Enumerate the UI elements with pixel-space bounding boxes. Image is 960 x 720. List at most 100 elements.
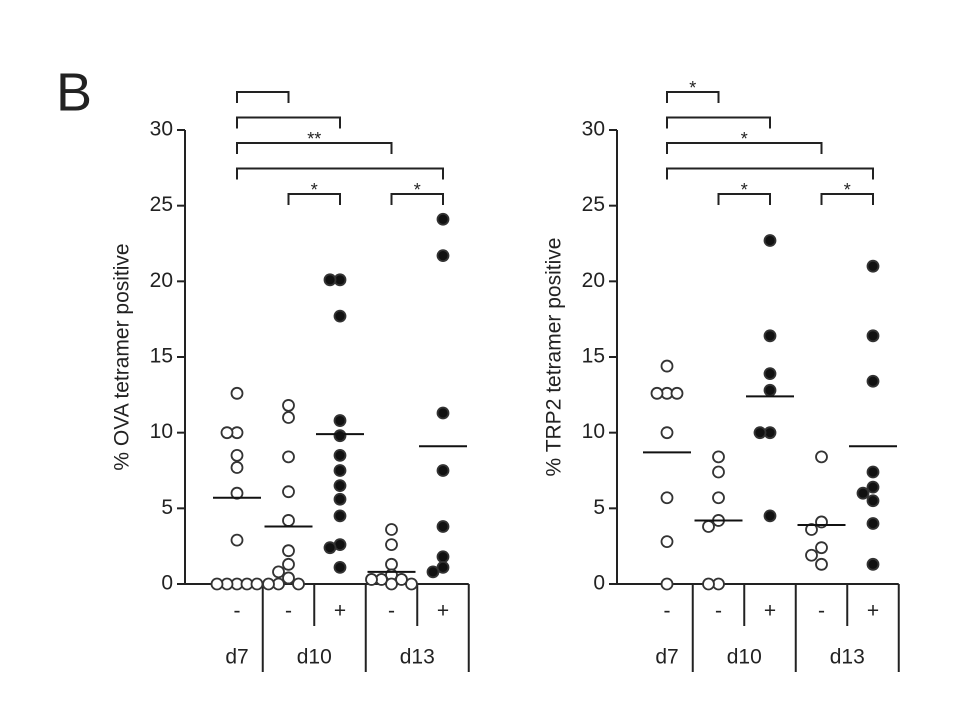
filled-point [866, 557, 880, 571]
y-tick-label: 20 [582, 269, 605, 292]
filled-point [426, 565, 440, 579]
significance-bracket [236, 167, 444, 180]
x-tick-label: - [715, 600, 722, 623]
filled-point [436, 212, 450, 226]
x-tick-label: + [764, 600, 776, 623]
filled-point [436, 464, 450, 477]
significance-bracket [666, 167, 874, 180]
x-tick-label: - [388, 600, 395, 623]
y-tick-label: 5 [161, 496, 173, 519]
filled-point [436, 550, 450, 564]
filled-point [333, 309, 347, 323]
x-tick-label: + [867, 600, 879, 623]
open-point [210, 577, 224, 591]
group-label: d7 [655, 646, 678, 669]
open-point [702, 577, 715, 591]
x-tick-label: + [334, 600, 346, 623]
filled-point [333, 492, 347, 506]
open-point [660, 359, 674, 373]
filled-point [436, 249, 450, 263]
significance-label: ** [307, 129, 321, 149]
open-point [650, 386, 664, 400]
open-point [365, 573, 378, 586]
filled-point [753, 426, 767, 440]
filled-point [333, 560, 347, 574]
open-point [230, 461, 244, 474]
group-label: d13 [400, 646, 435, 669]
y-tick-label: 10 [150, 420, 173, 443]
significance-bracket [390, 193, 444, 205]
panel-label: B [56, 62, 92, 122]
x-tick-label: - [234, 600, 241, 623]
open-point [385, 577, 398, 591]
y-tick-label: 15 [582, 345, 605, 368]
open-point [712, 491, 725, 505]
open-point [272, 565, 285, 579]
filled-point [763, 509, 777, 523]
filled-point [333, 429, 347, 443]
y-tick-label: 5 [593, 496, 605, 519]
open-point [292, 577, 305, 591]
y-axis-label: % OVA tetramer positive [111, 243, 134, 470]
y-tick-label: 10 [582, 420, 605, 443]
open-point [660, 426, 674, 440]
open-point [385, 557, 398, 571]
filled-point [763, 383, 777, 397]
open-point [220, 426, 234, 440]
open-point [405, 577, 418, 591]
significance-bracket [666, 116, 771, 129]
filled-point [333, 479, 347, 493]
open-point [262, 577, 275, 591]
filled-point [866, 329, 880, 343]
open-point [815, 557, 828, 571]
open-point [282, 514, 295, 527]
group-label: d10 [297, 646, 332, 669]
filled-point [866, 494, 880, 508]
open-point [282, 450, 295, 464]
y-tick-label: 30 [150, 118, 173, 141]
open-point [385, 523, 398, 536]
open-point [250, 577, 264, 591]
filled-point [866, 259, 880, 273]
filled-point [866, 517, 880, 530]
filled-point [333, 509, 347, 523]
significance-bracket [666, 91, 720, 103]
open-point [282, 399, 295, 412]
open-point [282, 411, 295, 424]
significance-label: * [844, 180, 851, 200]
significance-label: * [741, 129, 748, 149]
y-tick-label: 25 [150, 193, 173, 216]
open-point [815, 450, 828, 464]
open-point [702, 520, 715, 533]
significance-bracket [287, 193, 341, 205]
open-point [660, 577, 674, 591]
y-tick-label: 0 [593, 572, 605, 595]
filled-point [323, 541, 337, 555]
open-point [660, 535, 674, 549]
significance-bracket [820, 193, 874, 205]
significance-label: * [741, 180, 748, 200]
open-point [282, 485, 295, 499]
open-point [230, 533, 244, 547]
x-tick-label: + [437, 600, 449, 623]
open-point [282, 557, 295, 571]
filled-point [333, 448, 347, 462]
significance-label: * [414, 180, 421, 200]
x-tick-label: - [818, 600, 825, 623]
filled-point [866, 480, 880, 494]
significance-bracket [666, 142, 823, 154]
filled-point [763, 367, 777, 381]
filled-point [333, 414, 347, 427]
y-tick-label: 15 [150, 345, 173, 368]
filled-point [856, 486, 870, 500]
group-label: d7 [225, 646, 248, 669]
significance-bracket [236, 116, 341, 129]
open-point [712, 465, 725, 479]
filled-point [763, 234, 777, 247]
significance-label: * [689, 78, 696, 98]
x-tick-label: - [285, 600, 292, 623]
group-label: d10 [727, 646, 762, 669]
filled-point [866, 374, 880, 388]
group-label: d13 [830, 646, 865, 669]
